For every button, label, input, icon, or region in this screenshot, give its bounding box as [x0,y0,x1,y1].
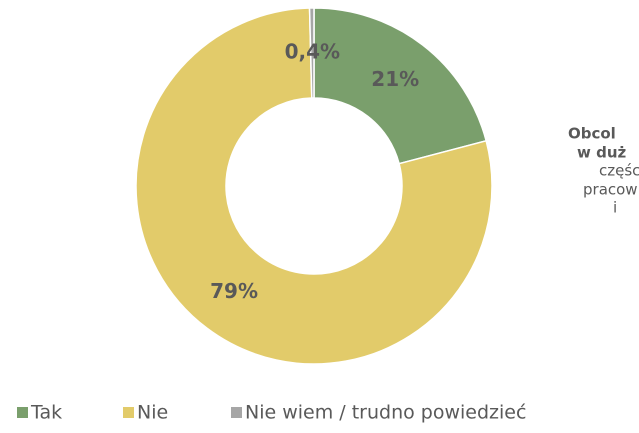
donut-slice [308,7,315,99]
legend-label: Tak [30,402,62,424]
legend-swatch [17,407,28,418]
legend-swatch [231,407,242,418]
data-label: 21% [371,67,419,91]
annotation-line: Obcol [568,125,616,143]
annotation-line: w duż [577,144,626,162]
donut-slice [135,7,493,365]
annotation-line: pracow [583,181,638,199]
data-label: 0,4% [285,40,340,64]
legend-label: Nie wiem / trudno powiedzieć [245,402,526,424]
legend-swatch [123,407,134,418]
data-label: 79% [210,279,258,303]
annotation-line: częśc [599,162,639,180]
legend-label: Nie [137,402,168,424]
donut-slice [313,7,488,165]
annotation-line: i [613,199,617,217]
